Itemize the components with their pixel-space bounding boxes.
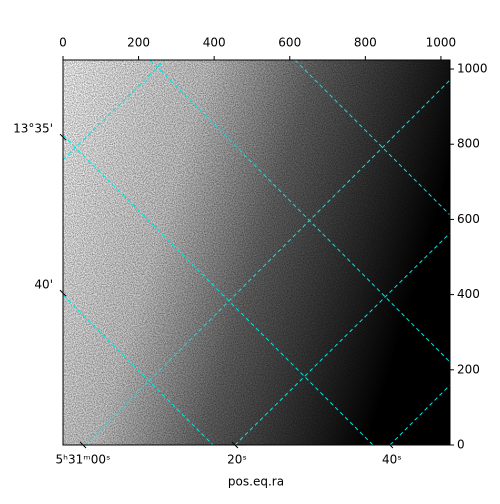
- y-tick-label: 200: [457, 362, 480, 376]
- wcs-grid: [63, 60, 450, 445]
- ra-tick-label: 5ʰ31ᵐ00ˢ: [56, 453, 111, 467]
- y-tick-label: 0: [457, 438, 465, 452]
- y-tick-label: 800: [457, 137, 480, 151]
- ra-tick-label: 40ˢ: [382, 453, 402, 467]
- dec-tick: [59, 289, 67, 297]
- x-tick-label: 800: [354, 36, 377, 50]
- x-tick-label: 200: [127, 36, 150, 50]
- sky-image: [63, 60, 450, 445]
- ra-tick: [79, 441, 87, 449]
- x-tick-label: 1000: [426, 36, 457, 50]
- y-tick-label: 1000: [457, 62, 488, 76]
- x-tick-label: 400: [203, 36, 226, 50]
- x-axis-label: pos.eq.ra: [228, 475, 284, 489]
- x-tick-label: 0: [59, 36, 67, 50]
- frame: [62, 59, 451, 446]
- y-tick-label: 600: [457, 212, 480, 226]
- ra-tick-label: 20ˢ: [227, 453, 247, 467]
- x-tick-label: 600: [278, 36, 301, 50]
- dec-tick-label: 40': [34, 278, 53, 292]
- ra-tick: [231, 441, 239, 449]
- y-tick-label: 400: [457, 287, 480, 301]
- dec-tick-label: 13°35': [13, 122, 53, 136]
- ra-tick: [386, 441, 394, 449]
- dec-tick: [59, 133, 67, 141]
